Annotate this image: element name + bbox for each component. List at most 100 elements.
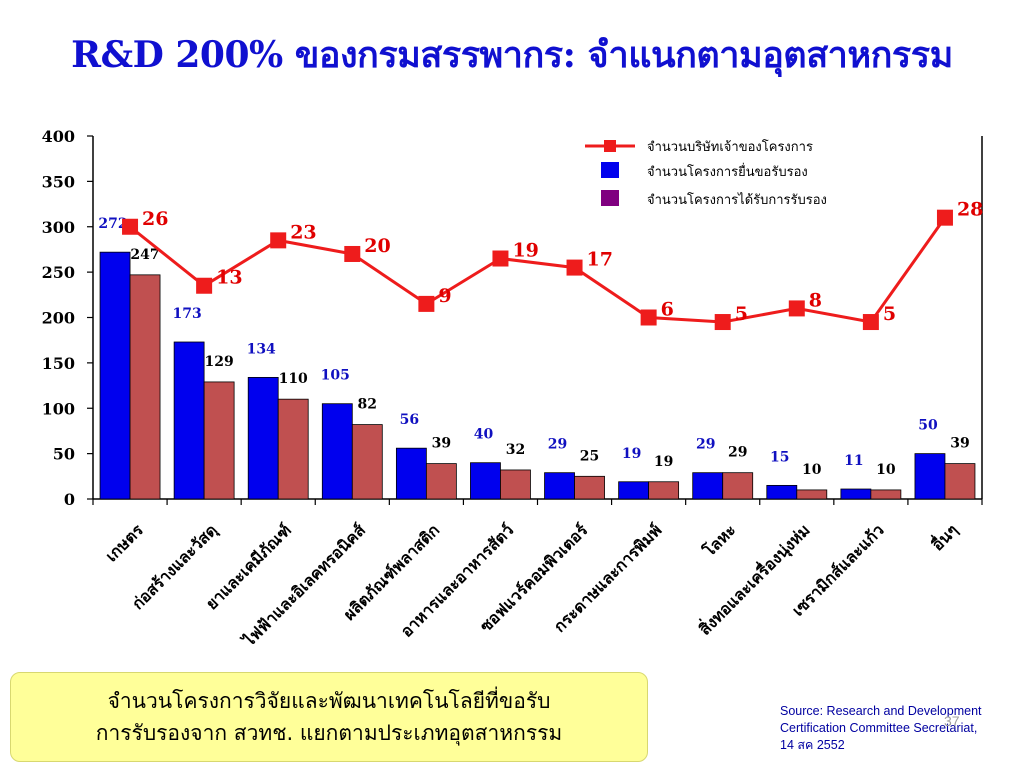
bar-requested (840, 488, 872, 500)
note-line-1: จำนวนโครงการวิจัยและพัฒนาเทคโนโลยีที่ขอร… (107, 689, 551, 713)
bar-certified-label: 129 (205, 354, 234, 370)
legend-label-requested: จำนวนโครงการยื่นขอรับรอง (647, 163, 808, 180)
company-count-marker (196, 277, 213, 294)
company-count-marker (418, 295, 435, 312)
bar-requested (321, 403, 353, 500)
y-tick-label: 0 (64, 490, 75, 509)
company-count-marker (640, 309, 657, 326)
bar-certified (722, 472, 754, 500)
company-count-marker (714, 314, 731, 331)
source-line-3: 14 สค 2552 (780, 738, 845, 752)
y-tick-label: 300 (42, 218, 75, 237)
bar-certified-label: 247 (130, 247, 159, 263)
bar-requested (692, 472, 724, 500)
company-count-line (129, 216, 947, 324)
company-count-label: 19 (512, 240, 538, 262)
y-tick-label: 100 (42, 399, 75, 418)
bar-certified-label: 29 (728, 445, 747, 461)
company-count-marker (936, 209, 953, 226)
x-category-label: ไฟฟ้าและอิเลคทรอนิคส์ (238, 520, 369, 651)
source-line-1: Source: Research and Development (780, 704, 982, 718)
line-layer: 26 13 23 20 9 19 17 6 5 8 5 28 (122, 199, 983, 331)
x-category-label: โลหะ (698, 520, 739, 561)
source-citation: Source: Research and Development Certifi… (780, 703, 1020, 754)
bar-requested (395, 447, 427, 500)
bar-requested (618, 481, 650, 500)
bar-certified-label: 19 (654, 454, 673, 470)
y-tick-label: 400 (42, 127, 75, 146)
bar-certified-label: 10 (876, 462, 896, 478)
bar-certified-label: 39 (950, 436, 969, 452)
bar-certified-label: 10 (802, 462, 822, 478)
bar-certified (574, 475, 605, 500)
bar-requested-label: 134 (247, 341, 276, 357)
bar-certified (425, 463, 457, 500)
bar-requested-label: 11 (844, 453, 863, 469)
note-line-2: การรับรองจาก สวทช. แยกตามประเภทอุตสาหกรร… (95, 721, 563, 745)
legend-label-certified: จำนวนโครงการได้รับการรับรอง (647, 192, 827, 208)
bar-certified-label: 82 (358, 397, 377, 413)
bar-certified (648, 481, 680, 500)
bar-requested-label: 50 (918, 418, 938, 434)
bar-certified-label: 39 (432, 436, 451, 452)
company-count-label: 28 (957, 199, 983, 221)
company-count-label: 17 (587, 249, 613, 271)
bar-requested-label: 15 (770, 449, 789, 465)
legend-swatch-requested (601, 162, 619, 178)
bar-certified (796, 489, 828, 500)
bar-certified (277, 398, 309, 500)
x-axis-labels: เกษตรก่อสร้างและวัสดุยาและเคมีภัณฑ์ไฟฟ้า… (102, 519, 962, 651)
y-tick-label: 200 (42, 309, 75, 328)
legend-swatch-certified (601, 190, 619, 206)
legend: จำนวนบริษัทเจ้าของโครงการจำนวนโครงการยื่… (585, 139, 827, 208)
x-category-label: เกษตร (102, 520, 147, 565)
bar-requested-label: 272 (98, 216, 127, 232)
slide-title: R&D 200% ของกรมสรรพากร: จำแนกตามอุตสาหกร… (71, 34, 953, 76)
bar-certified (500, 469, 531, 500)
company-count-label: 26 (142, 208, 168, 230)
company-count-label: 8 (809, 289, 822, 311)
company-count-label: 9 (438, 285, 451, 307)
company-count-marker (344, 245, 361, 262)
bar-certified-label: 32 (506, 442, 525, 458)
company-count-marker (566, 259, 583, 276)
legend-label-companies: จำนวนบริษัทเจ้าของโครงการ (647, 139, 813, 155)
bar-requested-label: 19 (622, 446, 641, 462)
axis-layer: 0 50 100 150 200 250 300 350 400 (42, 127, 983, 509)
bar-requested (766, 484, 798, 500)
source-line-2: Certification Committee Secretariat, (780, 721, 978, 735)
y-tick-label: 150 (42, 354, 75, 373)
bar-certified (870, 489, 902, 500)
bar-certified-label: 25 (580, 448, 599, 464)
company-count-label: 13 (216, 267, 242, 289)
bar-requested-label: 40 (474, 427, 494, 443)
company-count-marker (270, 232, 287, 249)
y-tick-label: 250 (42, 263, 75, 282)
company-count-label: 5 (883, 303, 896, 325)
bar-requested (544, 472, 575, 500)
company-count-label: 5 (735, 303, 748, 325)
x-category-label: อื่นๆ (926, 519, 962, 555)
company-count-label: 20 (364, 235, 390, 257)
bar-certified (351, 424, 383, 500)
bar-requested (99, 251, 131, 500)
note-box: จำนวนโครงการวิจัยและพัฒนาเทคโนโลยีที่ขอร… (10, 672, 648, 762)
company-count-marker (122, 218, 139, 235)
company-count-label: 23 (290, 221, 316, 243)
bar-certified (129, 274, 161, 500)
y-tick-label: 50 (53, 445, 75, 464)
company-count-marker (788, 300, 805, 317)
y-tick-label: 350 (42, 172, 75, 191)
slide-number: 37 (944, 713, 960, 729)
bars-layer (99, 251, 976, 500)
bar-requested-label: 29 (548, 437, 567, 453)
company-count-marker (862, 314, 879, 331)
legend-line-marker (604, 140, 616, 152)
bar-requested (247, 376, 279, 500)
company-count-label: 6 (661, 299, 674, 321)
bar-requested-label: 56 (400, 412, 419, 428)
bar-certified (203, 381, 235, 500)
bar-requested-label: 105 (321, 368, 350, 384)
